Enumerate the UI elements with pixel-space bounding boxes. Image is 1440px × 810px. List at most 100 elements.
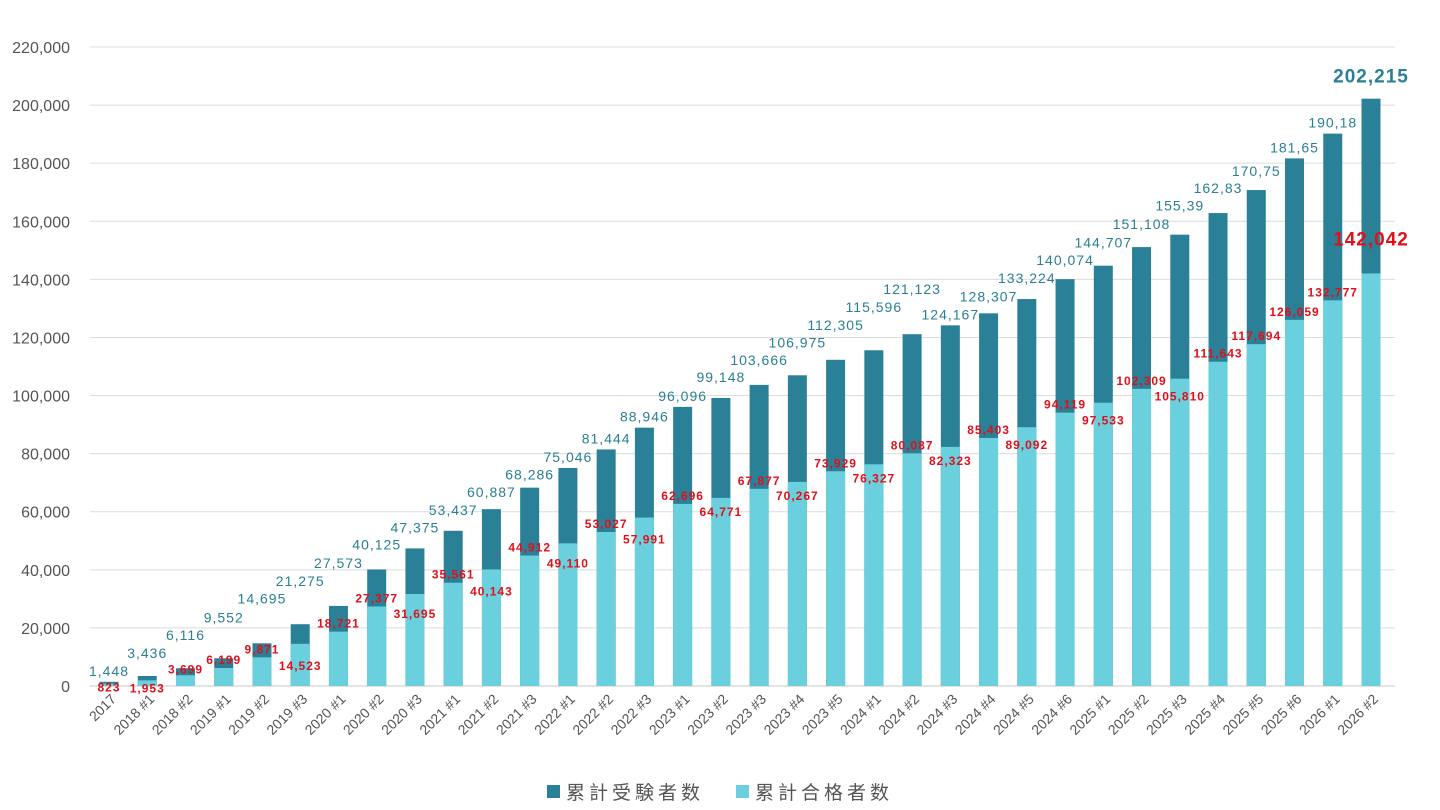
label-total: 151,108 — [1113, 216, 1171, 232]
label-total: 53,437 — [429, 502, 478, 518]
label-total: 1,448 — [89, 663, 129, 679]
label-total: 75,046 — [543, 449, 592, 465]
label-total: 202,215 — [1333, 67, 1409, 88]
y-tick-label: 180,000 — [12, 156, 70, 173]
legend-swatch-passed — [736, 785, 749, 798]
y-tick-label: 220,000 — [12, 40, 70, 57]
label-passed: 27,377 — [355, 591, 398, 605]
label-total: 144,707 — [1074, 235, 1132, 251]
label-passed: 18,721 — [317, 617, 360, 631]
bar-passed — [558, 543, 578, 686]
bar-passed — [1017, 427, 1037, 686]
x-tick-label: 2025 #2 — [1105, 691, 1152, 738]
label-total: 68,286 — [505, 467, 554, 483]
bar-passed — [864, 464, 884, 686]
x-tick-label: 2021 #2 — [454, 691, 501, 738]
legend: 累計受験者数 累計合格者数 — [0, 778, 1440, 805]
x-tick-label: 2026 #2 — [1334, 691, 1381, 738]
bar-passed — [252, 657, 272, 686]
x-tick-label: 2024 #2 — [875, 691, 922, 738]
x-tick-label: 2020 #2 — [340, 691, 387, 738]
label-total: 112,305 — [807, 317, 864, 333]
bars — [99, 98, 1381, 687]
x-tick-label: 2025 #3 — [1143, 691, 1190, 738]
x-tick-label: 2017 — [86, 691, 119, 724]
bar-passed — [367, 606, 387, 686]
label-passed: 126,059 — [1269, 305, 1319, 319]
label-total: 106,975 — [769, 334, 827, 350]
label-total: 14,695 — [238, 590, 287, 606]
label-passed: 97,533 — [1082, 414, 1125, 428]
bar-passed — [634, 517, 654, 686]
label-total: 103,666 — [730, 352, 788, 368]
bar-passed — [1361, 273, 1381, 686]
x-tick-label: 2024 #3 — [913, 691, 960, 738]
bar-passed — [1323, 300, 1343, 686]
bar-passed — [481, 569, 501, 686]
x-tick-label: 2024 #1 — [837, 691, 884, 738]
x-tick-label: 2025 #4 — [1181, 691, 1228, 738]
label-total: 40,125 — [352, 536, 401, 552]
label-passed: 132,777 — [1308, 285, 1358, 299]
label-passed: 117,694 — [1231, 329, 1281, 343]
legend-swatch-total — [546, 785, 560, 798]
x-tick-label: 2021 #1 — [416, 691, 463, 738]
x-tick-label: 2024 #5 — [990, 691, 1037, 738]
bar-passed — [1246, 344, 1266, 686]
label-passed: 14,523 — [279, 659, 322, 673]
x-tick-label: 2023 #3 — [722, 691, 769, 738]
x-tick-label: 2023 #4 — [760, 691, 807, 738]
bar-passed — [787, 481, 807, 686]
y-tick-label: 100,000 — [12, 389, 70, 406]
label-passed: 1,953 — [130, 681, 165, 695]
x-tick-label: 2023 #5 — [799, 691, 846, 738]
label-total: 155,39 — [1155, 198, 1204, 214]
label-passed: 94,119 — [1044, 398, 1086, 412]
bar-passed — [1170, 378, 1190, 686]
label-total: 96,096 — [658, 388, 707, 404]
label-passed: 80,087 — [891, 438, 934, 452]
x-tick-label: 2025 #5 — [1219, 691, 1266, 738]
bar-passed — [520, 555, 540, 686]
x-tick-label: 2018 #1 — [110, 691, 157, 738]
bar-passed — [290, 643, 310, 686]
legend-label-passed: 累計合格者数 — [755, 783, 894, 804]
legend-label-total: 累計受験者数 — [565, 783, 704, 804]
label-passed: 105,810 — [1155, 390, 1205, 404]
legend-item-total: 累計受験者数 — [546, 778, 704, 805]
label-passed: 35,561 — [432, 568, 475, 582]
bar-passed — [711, 497, 731, 686]
bar-passed — [1208, 361, 1228, 686]
label-passed: 67,877 — [738, 474, 781, 488]
bar-passed — [137, 680, 157, 686]
label-total: 60,887 — [467, 484, 516, 500]
x-tick-label: 2020 #3 — [378, 691, 425, 738]
x-tick-label: 2023 #1 — [646, 691, 693, 738]
y-tick-label: 20,000 — [21, 621, 70, 638]
x-tick-label: 2020 #1 — [301, 691, 348, 738]
bar-passed — [1285, 319, 1305, 686]
bar-passed — [596, 531, 616, 686]
label-passed: 40,143 — [470, 584, 513, 598]
label-total: 121,123 — [883, 281, 941, 297]
label-total: 190,18 — [1308, 115, 1357, 131]
label-passed: 70,267 — [776, 489, 819, 503]
label-total: 3,436 — [127, 645, 167, 661]
label-total: 133,224 — [998, 270, 1056, 286]
bar-passed — [749, 488, 769, 686]
label-passed: 76,327 — [852, 471, 895, 485]
bar-passed — [1132, 388, 1152, 686]
bar-passed — [826, 471, 846, 686]
label-passed: 111,643 — [1193, 347, 1242, 361]
stacked-bar-chart: 0 20,000 40,000 60,000 80,000 100,000 120,000 1… — [12, 40, 1409, 738]
x-tick-label: 2019 #1 — [187, 691, 234, 738]
label-total: 162,83 — [1194, 180, 1243, 196]
x-tick-label: 2026 #1 — [1296, 691, 1343, 738]
bar-passed — [1093, 402, 1113, 686]
bar-passed — [979, 437, 999, 686]
label-passed: 31,695 — [394, 607, 437, 621]
y-tick-label: 80,000 — [21, 447, 70, 464]
x-tick-label: 2025 #1 — [1066, 691, 1113, 738]
x-tick-label: 2022 #2 — [569, 691, 616, 738]
